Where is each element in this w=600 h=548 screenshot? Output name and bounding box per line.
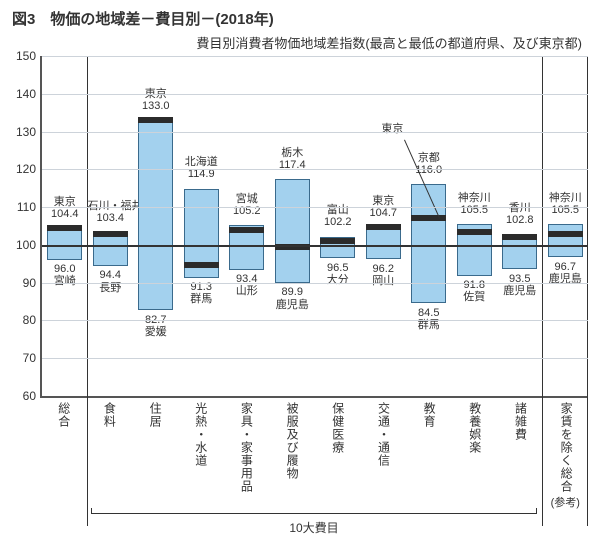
high-label: 京都116.0 bbox=[406, 152, 452, 176]
category-label: 保健医療 bbox=[314, 402, 360, 509]
tokyo-marker bbox=[138, 117, 173, 123]
y-tick-label: 110 bbox=[17, 200, 42, 214]
category-label: 諸雑費 bbox=[497, 402, 543, 509]
y-tick-label: 120 bbox=[16, 162, 42, 176]
category-slot: 神奈川105.5 96.7鹿児島 bbox=[543, 56, 589, 396]
baseline-100 bbox=[42, 245, 588, 247]
tokyo-marker bbox=[229, 227, 264, 233]
grid-line bbox=[42, 320, 588, 321]
category-label: 住居 bbox=[131, 402, 177, 509]
tokyo-callout-label: 東京 bbox=[376, 123, 408, 135]
category-slot: 香川102.8 93.5鹿児島 bbox=[497, 56, 543, 396]
range-bar bbox=[366, 227, 401, 259]
y-tick-label: 130 bbox=[16, 125, 42, 139]
plot-area: 東京104.496.0宮崎石川・福井103.4 94.4長野 東京133.0 82.7… bbox=[40, 56, 588, 398]
low-label: 93.5鹿児島 bbox=[497, 273, 543, 297]
range-bar bbox=[275, 179, 310, 283]
high-label: 香川102.8 bbox=[497, 202, 543, 226]
y-tick-label: 140 bbox=[16, 87, 42, 101]
low-label: 89.9鹿児島 bbox=[270, 286, 316, 310]
grid-line bbox=[42, 358, 588, 359]
category-slot: 神奈川105.591.8佐賀 bbox=[452, 56, 498, 396]
low-label: 96.7鹿児島 bbox=[543, 261, 589, 285]
low-label: 84.5群馬 bbox=[406, 307, 452, 331]
category-slot: 富山102.296.5大分 bbox=[315, 56, 361, 396]
category-slot: 宮城105.2 93.4山形 bbox=[224, 56, 270, 396]
group-brace-label: 10大費目 bbox=[86, 519, 543, 536]
y-tick-label: 70 bbox=[23, 351, 42, 365]
category-label: 被服及び履物 bbox=[268, 402, 314, 509]
tokyo-marker bbox=[320, 238, 355, 244]
category-slot: 石川・福井103.4 94.4長野 bbox=[88, 56, 134, 396]
low-label: 82.7愛媛 bbox=[133, 314, 179, 338]
tokyo-marker bbox=[184, 262, 219, 268]
column-separator bbox=[587, 56, 588, 526]
category-slot: 北海道114.991.3群馬 bbox=[179, 56, 225, 396]
category-slot: 東京京都116.084.5群馬 bbox=[406, 56, 452, 396]
figure-subtitle: 費目別消費者物価地域差指数(最高と最低の都道府県、及び東京都) bbox=[8, 33, 592, 52]
tokyo-marker bbox=[366, 224, 401, 230]
high-label: 石川・福井103.4 bbox=[88, 200, 134, 224]
category-label: 光熱・水道 bbox=[177, 402, 223, 509]
category-slot: 東京104.796.2岡山 bbox=[361, 56, 407, 396]
y-tick-label: 100 bbox=[16, 238, 42, 252]
range-bar bbox=[548, 224, 583, 257]
figure-title: 図3 物価の地域差－費目別－(2018年) bbox=[12, 8, 592, 29]
tokyo-marker bbox=[47, 225, 82, 231]
category-sublabel: (参考) bbox=[542, 497, 588, 510]
grid-line bbox=[42, 207, 588, 208]
tokyo-marker bbox=[411, 215, 446, 221]
category-label: 教養娯楽 bbox=[451, 402, 497, 509]
category-slot: 栃木117.4 89.9鹿児島 bbox=[270, 56, 316, 396]
low-label: 96.0宮崎 bbox=[42, 263, 88, 287]
tokyo-marker bbox=[502, 234, 537, 240]
y-tick-label: 60 bbox=[23, 389, 42, 403]
bars-container: 東京104.496.0宮崎石川・福井103.4 94.4長野 東京133.0 82.7… bbox=[42, 56, 588, 396]
grid-line bbox=[42, 56, 588, 57]
low-label: 93.4山形 bbox=[224, 273, 270, 297]
high-label: 神奈川105.5 bbox=[452, 192, 498, 216]
high-label: 東京133.0 bbox=[133, 88, 179, 112]
grid-line bbox=[42, 169, 588, 170]
category-label: 教育 bbox=[405, 402, 451, 509]
category-label: 総合 bbox=[40, 402, 86, 509]
tokyo-marker bbox=[457, 229, 492, 235]
low-label: 91.3群馬 bbox=[179, 281, 225, 305]
low-label: 94.4長野 bbox=[88, 269, 134, 293]
y-tick-label: 80 bbox=[23, 313, 42, 327]
grid-line bbox=[42, 94, 588, 95]
y-tick-label: 150 bbox=[16, 49, 42, 63]
tokyo-marker bbox=[548, 231, 583, 237]
chart: 東京104.496.0宮崎石川・福井103.4 94.4長野 東京133.0 82.7… bbox=[40, 56, 588, 537]
group-brace-row: 10大費目 bbox=[40, 513, 588, 537]
grid-line bbox=[42, 132, 588, 133]
tokyo-marker bbox=[93, 231, 128, 237]
high-label: 栃木117.4 bbox=[270, 147, 316, 171]
category-slot: 東京133.0 82.7愛媛 bbox=[133, 56, 179, 396]
grid-line bbox=[42, 283, 588, 284]
category-label: 交通・通信 bbox=[360, 402, 406, 509]
category-label: 食料 bbox=[86, 402, 132, 509]
category-label: 家具・家事用品 bbox=[223, 402, 269, 509]
high-label: 神奈川105.5 bbox=[543, 192, 589, 216]
category-slot: 東京104.496.0宮崎 bbox=[42, 56, 88, 396]
high-label: 宮城105.2 bbox=[224, 193, 270, 217]
category-label: 家賃を除く総合(参考) bbox=[542, 402, 588, 509]
y-tick-label: 90 bbox=[23, 276, 42, 290]
x-axis-labels: 総合食料住居光熱・水道家具・家事用品被服及び履物保健医療交通・通信教育教養娯楽諸… bbox=[40, 402, 588, 509]
range-bar bbox=[93, 232, 128, 266]
